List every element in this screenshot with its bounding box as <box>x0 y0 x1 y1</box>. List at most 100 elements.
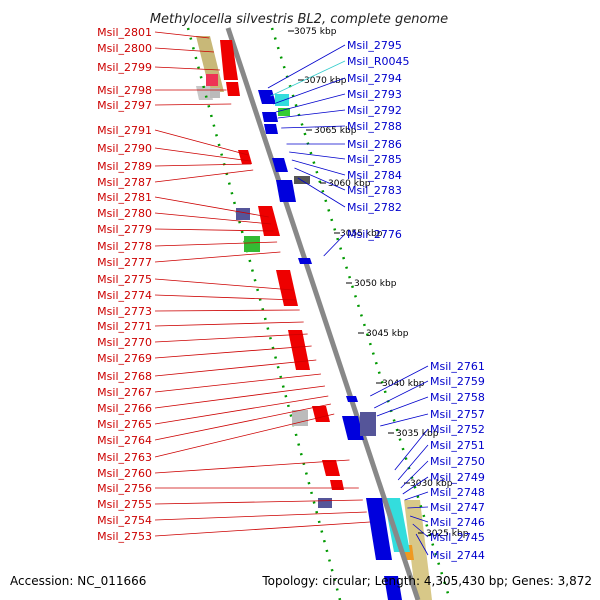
left-gene-labels: Msil_2801 Msil_2800 Msil_2799 Msil_2798 Msil… <box>97 26 371 543</box>
leader-line <box>154 66 220 71</box>
leader-line <box>407 506 429 509</box>
gene-label: Msil_2768 <box>97 370 152 383</box>
leader-line <box>370 365 429 397</box>
tick-label: 3025 kbp <box>426 529 469 539</box>
reverse-cds-glyphs <box>258 90 402 600</box>
leader-line <box>154 47 214 53</box>
tick-marks <box>288 30 424 534</box>
gene-label: Msil_2771 <box>97 320 152 333</box>
leader-line <box>376 396 429 417</box>
gene-label: Msil_2794 <box>347 72 402 85</box>
gene-label: Msil_2759 <box>430 375 485 388</box>
leader-line <box>402 476 429 495</box>
leader-line <box>277 109 346 119</box>
tick-label: 3045 kbp <box>366 329 409 339</box>
gene-label: Msil_2746 <box>430 516 485 529</box>
leader-line <box>154 278 294 291</box>
gene-label: Msil_2745 <box>430 531 485 544</box>
leader-line <box>281 125 346 129</box>
tick-label: 3050 kbp <box>354 279 397 289</box>
gene-label: Msil_2752 <box>430 423 485 436</box>
tick-label: 3075 kbp <box>294 27 337 37</box>
gene-label: Msil_2801 <box>97 26 152 39</box>
tick-label: 3055 kbp <box>340 229 383 239</box>
leader-line <box>154 241 278 247</box>
leader-line <box>154 321 304 327</box>
tick-labels: 3075 kbp 3070 kbp 3065 kbp 3060 kbp 3055… <box>294 27 469 539</box>
tick-label: 3065 kbp <box>314 126 357 136</box>
gene-label: Msil_2783 <box>347 184 402 197</box>
gene-label: Msil_2780 <box>97 207 152 220</box>
gene-label: Msil_2791 <box>97 124 152 137</box>
leader-line <box>154 345 312 359</box>
gene-label: Msil_2785 <box>347 153 402 166</box>
tick-label: 3035 kbp <box>396 429 439 439</box>
gene-label: Msil_2750 <box>430 455 485 468</box>
leader-line <box>154 228 274 232</box>
gene-label: Msil_2765 <box>97 418 152 431</box>
leader-line <box>154 403 331 441</box>
leader-line <box>154 521 371 537</box>
leader-line <box>154 129 249 156</box>
leader-line <box>289 151 346 160</box>
leader-line <box>154 103 232 106</box>
gene-label: Msil_2763 <box>97 451 152 464</box>
gene-label: Msil_2754 <box>97 514 152 527</box>
leader-line <box>154 413 335 458</box>
gene-label: Msil_2782 <box>347 201 402 214</box>
gene-label: Msil_2800 <box>97 42 152 55</box>
gene-label: Msil_2787 <box>97 176 152 189</box>
gene-label: Msil_2769 <box>97 352 152 365</box>
gene-label: Msil_2758 <box>430 391 485 404</box>
gene-label: Msil_2760 <box>97 467 152 480</box>
gene-label: Msil_2766 <box>97 402 152 415</box>
leader-line <box>270 60 346 97</box>
gene-label: Msil_2751 <box>430 439 485 452</box>
leader-line <box>400 460 429 489</box>
gene-label: Msil_2747 <box>430 501 485 514</box>
leader-line <box>273 77 346 105</box>
gene-label: Msil_2797 <box>97 99 152 112</box>
leader-line <box>267 44 346 89</box>
leader-line <box>415 533 429 556</box>
leader-line <box>154 395 329 425</box>
gene-label: Msil_2767 <box>97 386 152 399</box>
leader-line <box>412 523 429 538</box>
leader-line <box>374 380 429 409</box>
gene-label: Msil_2748 <box>430 486 485 499</box>
gene-label: Msil_2784 <box>347 169 402 182</box>
other-feature-glyphs <box>206 74 376 508</box>
leader-line <box>291 159 346 176</box>
genome-backbone <box>225 27 421 600</box>
leader-line <box>154 459 350 474</box>
gene-label: Msil_2775 <box>97 273 152 286</box>
gene-label: Msil_2753 <box>97 530 152 543</box>
leader-line <box>154 31 210 39</box>
leader-line <box>154 163 252 167</box>
leader-line <box>154 147 251 162</box>
gene-label: Msil_2788 <box>347 120 402 133</box>
leader-line <box>154 385 325 409</box>
gene-label: Msil_2773 <box>97 305 152 318</box>
leader-line <box>154 511 367 521</box>
leader-line <box>154 373 321 393</box>
gene-label: Msil_2757 <box>430 408 485 421</box>
leader-line <box>154 333 308 343</box>
gene-label: Msil_2792 <box>347 104 402 117</box>
gene-label: Msil_2779 <box>97 223 152 236</box>
gene-label: Msil_2755 <box>97 498 152 511</box>
gene-label: Msil_2789 <box>97 160 152 173</box>
gene-label: Msil_2798 <box>97 84 152 97</box>
gene-label: Msil_2799 <box>97 61 152 74</box>
genome-summary-text: Topology: circular; Length: 4,305,430 bp… <box>261 574 592 588</box>
leader-line <box>275 93 346 113</box>
gene-label: Msil_2770 <box>97 336 152 349</box>
gene-label: Msil_2790 <box>97 142 152 155</box>
leader-line <box>154 196 269 218</box>
leader-line <box>154 499 363 505</box>
gene-label: Msil_2776 <box>347 228 402 241</box>
tick-label: 3070 kbp <box>304 76 347 86</box>
tick-label: 3030 kbp <box>410 479 453 489</box>
leader-line <box>154 359 317 377</box>
